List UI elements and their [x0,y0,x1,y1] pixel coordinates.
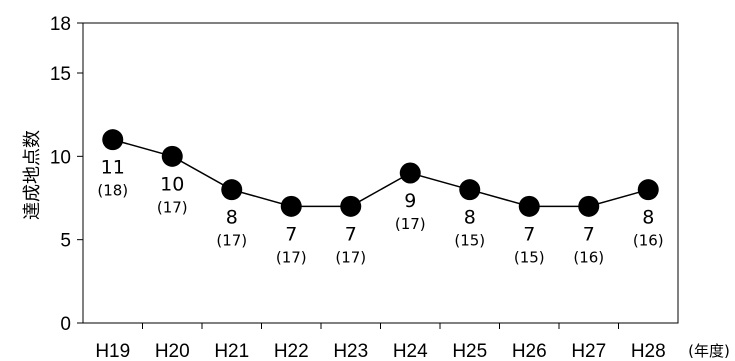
x-axis-unit: (年度) [688,342,730,360]
data-label: 8 [464,207,476,229]
y-tick-label: 0 [60,314,71,335]
data-sublabel: (17) [395,215,426,233]
x-tick-label: H23 [333,341,368,361]
y-axis-label: 達成地点数 [22,130,43,220]
data-label: 8 [642,207,654,229]
data-point [459,179,481,201]
data-sublabel: (17) [157,198,188,216]
data-sublabel: (17) [216,232,247,250]
data-label: 9 [404,190,416,212]
data-label: 7 [285,223,297,245]
x-tick-label: H25 [452,341,487,361]
x-tick-label: H22 [274,341,309,361]
data-point [578,195,600,217]
data-point [399,162,421,184]
data-point [518,195,540,217]
data-label: 7 [583,223,595,245]
data-label: 7 [523,223,535,245]
data-sublabel: (16) [573,248,604,266]
x-tick-label: H27 [571,341,606,361]
x-tick-label: H26 [512,341,547,361]
data-sublabel: (15) [514,248,545,266]
data-sublabel: (15) [454,232,485,250]
data-point [221,179,243,201]
y-tick-label: 10 [50,147,71,168]
data-label: 7 [345,223,357,245]
data-sublabel: (17) [276,248,307,266]
data-point [340,195,362,217]
x-tick-label: H21 [214,341,249,361]
data-label: 8 [226,207,238,229]
data-sublabel: (16) [633,232,664,250]
data-point [637,179,659,201]
x-tick-label: H19 [95,341,130,361]
data-point [161,145,183,167]
data-point [102,129,124,151]
y-tick-label: 5 [60,231,71,252]
data-label: 11 [101,157,125,179]
x-tick-label: H20 [155,341,190,361]
y-tick-label: 18 [50,14,71,35]
x-tick-label: H24 [393,341,428,361]
data-point [280,195,302,217]
x-tick-label: H28 [631,341,666,361]
data-sublabel: (17) [335,248,366,266]
data-sublabel: (18) [97,182,128,200]
y-tick-label: 15 [50,64,71,85]
series-line [112,138,649,208]
data-label: 10 [160,173,184,195]
